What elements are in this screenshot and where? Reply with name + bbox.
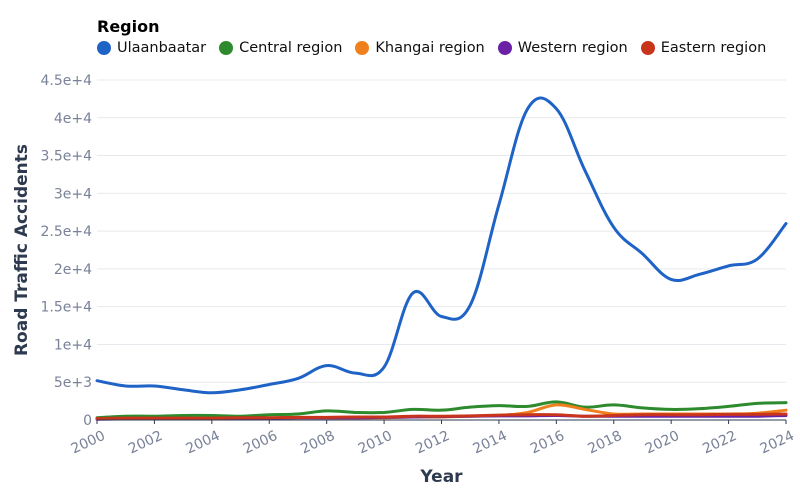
series-line[interactable] [95, 96, 788, 395]
y-tick-label: 3.5e+4 [40, 149, 92, 165]
y-axis-title: Road Traffic Accidents [12, 144, 32, 356]
legend-label: Ulaanbaatar [117, 40, 207, 56]
legend-item[interactable]: Western region [497, 40, 628, 56]
y-tick-label: 1.5e+4 [40, 300, 92, 316]
x-tick-label: 2018 [585, 428, 624, 458]
legend-swatch [640, 41, 655, 55]
x-tick-label: 2022 [700, 428, 739, 458]
x-tick-label: 2000 [69, 428, 108, 458]
legend: Region Ulaanbaatar Central region Khangai … [97, 17, 779, 56]
x-tick-label: 2004 [184, 428, 223, 458]
x-tick-label: 2002 [126, 428, 165, 458]
legend-item[interactable]: Central region [219, 40, 342, 56]
y-tick-label: 4.5e+4 [40, 73, 92, 89]
y-tick-label: 1e+4 [54, 337, 92, 353]
y-tick-label: 5e+3 [54, 375, 92, 391]
series-lines [95, 96, 788, 421]
legend-item[interactable]: Ulaanbaatar [97, 40, 206, 56]
legend-label: Central region [239, 40, 343, 56]
x-axis-title: Year [419, 467, 463, 487]
legend-label: Khangai region [375, 40, 485, 56]
legend-item[interactable]: Eastern region [640, 40, 767, 56]
y-tick-label: 4e+4 [54, 111, 92, 127]
series-line[interactable] [95, 400, 788, 420]
x-tick-label: 2024 [758, 428, 797, 458]
legend-swatch [497, 41, 512, 55]
x-tick-label: 2006 [241, 428, 280, 458]
legend-label: Western region [517, 40, 628, 56]
x-tick-label: 2020 [643, 428, 682, 458]
legend-swatch [219, 41, 234, 55]
legend-swatch [355, 41, 370, 55]
y-tick-label: 0 [83, 413, 92, 429]
legend-item[interactable]: Khangai region [355, 40, 485, 56]
y-tick-label: 2e+4 [54, 262, 92, 278]
x-tick-label: 2010 [356, 428, 395, 458]
legend-label: Eastern region [660, 40, 767, 56]
y-axis-ticks: 0 5e+3 1e+4 1.5e+4 2e+4 2.5e+4 3e+4 3.5e+4 4e+4 4… [40, 73, 92, 429]
legend-swatch [97, 41, 111, 55]
x-tick-label: 2014 [471, 428, 510, 458]
y-tick-label: 3e+4 [54, 186, 92, 202]
x-axis-ticks: 2000 2002 2004 2006 2008 2010 2012 2014 2016 2018… [69, 420, 797, 457]
legend-items: Ulaanbaatar Central region Khangai region W… [97, 40, 779, 56]
series-line[interactable] [95, 412, 788, 420]
x-tick-label: 2008 [298, 428, 337, 458]
gridlines [97, 79, 786, 383]
x-tick-label: 2012 [413, 428, 452, 458]
y-tick-label: 2.5e+4 [40, 224, 92, 240]
legend-title: Region [97, 17, 160, 36]
x-tick-label: 2016 [528, 428, 567, 458]
